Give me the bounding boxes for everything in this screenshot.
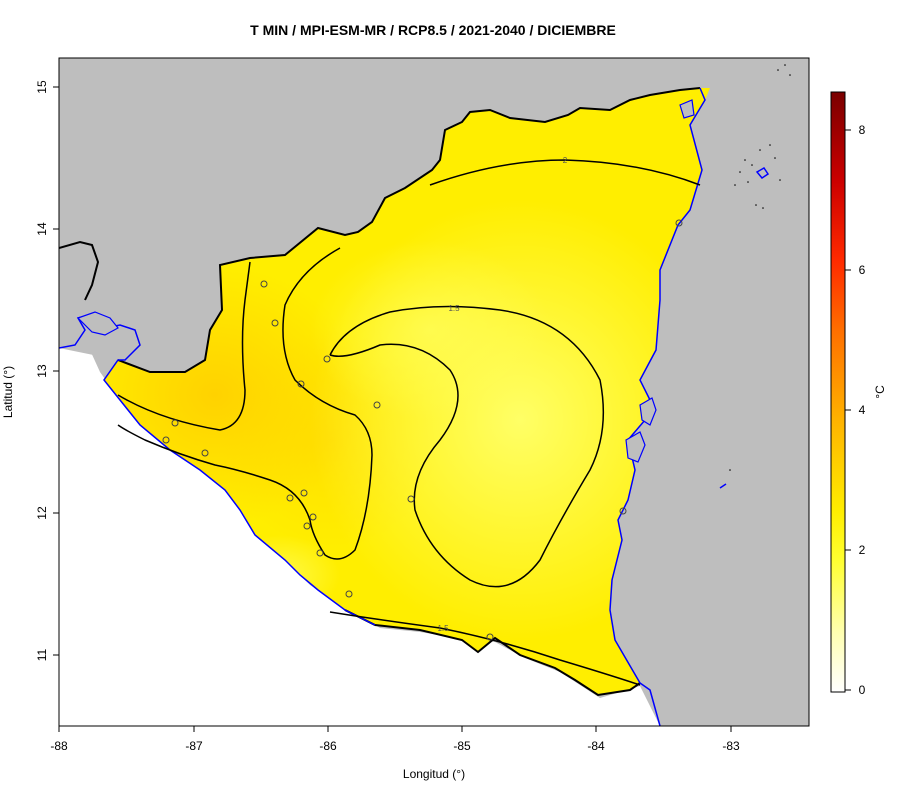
colorbar-tick-label: 4 (859, 403, 866, 417)
y-tick-label: 13 (35, 364, 49, 378)
station-marker (303, 522, 311, 530)
y-axis (53, 86, 59, 656)
station-marker (373, 401, 381, 409)
station-marker (297, 380, 305, 388)
station-marker (316, 549, 324, 557)
map-title: T MIN / MPI-ESM-MR / RCP8.5 / 2021-2040 … (250, 22, 616, 38)
station-marker (345, 590, 353, 598)
lagoon (639, 397, 657, 426)
colorbar (830, 91, 846, 693)
contour-label: 1.5 (448, 304, 460, 313)
corn-island (755, 167, 770, 179)
small-island (719, 483, 727, 489)
honduras-border-west (59, 240, 100, 301)
map-panel: 2 1.5 1.5 (59, 58, 809, 726)
contour-label: 2 (563, 156, 568, 165)
station-marker (619, 507, 627, 515)
contour-west-large (117, 247, 373, 560)
caribbean-sea (610, 88, 809, 726)
contour-1-5-south (329, 611, 641, 686)
station-marker (407, 495, 415, 503)
y-tick-label: 12 (35, 506, 49, 520)
x-axis-title: Longitud (°) (403, 767, 465, 781)
pacific-ocean (59, 345, 660, 726)
station-marker (675, 219, 683, 227)
station-marker (271, 319, 279, 327)
y-axis-title: Latitud (°) (1, 366, 15, 418)
x-tick-label: -87 (185, 739, 203, 753)
x-tick-label: -85 (453, 739, 471, 753)
honduras-land (59, 58, 809, 372)
y-tick-label: 14 (35, 222, 49, 236)
x-tick-label: -83 (722, 739, 740, 753)
y-tick-label: 15 (35, 80, 49, 94)
contour-2-north (429, 159, 701, 186)
contour-1-5-center (329, 305, 605, 588)
colorbar-tick-label: 8 (859, 123, 866, 137)
x-axis (58, 726, 732, 732)
station-marker (486, 633, 494, 641)
keys-cluster (729, 64, 791, 471)
colorbar-unit: °C (873, 385, 887, 399)
contour-label: 1.5 (437, 624, 449, 633)
x-tick-label: -86 (319, 739, 337, 753)
plot-frame (58, 57, 810, 727)
nicaragua-border (117, 87, 701, 373)
station-marker (201, 449, 209, 457)
lagoon (679, 99, 695, 119)
station-marker (309, 513, 317, 521)
lagoon (625, 431, 646, 463)
gulf-of-fonseca (76, 311, 119, 336)
y-tick-label: 11 (35, 648, 49, 661)
southern-border (344, 609, 641, 697)
station-marker (286, 494, 294, 502)
station-marker (162, 436, 170, 444)
station-markers (162, 219, 683, 641)
station-marker (323, 355, 331, 363)
colorbar-tick-label: 2 (859, 543, 866, 557)
x-tick-label: -84 (587, 739, 605, 753)
station-marker (300, 489, 308, 497)
x-tick-label: -88 (50, 739, 68, 753)
station-marker (260, 280, 268, 288)
colorbar-tick-label: 6 (859, 263, 866, 277)
colorbar-ticks (845, 129, 851, 691)
station-marker (171, 419, 179, 427)
colorbar-tick-label: 0 (859, 683, 866, 697)
